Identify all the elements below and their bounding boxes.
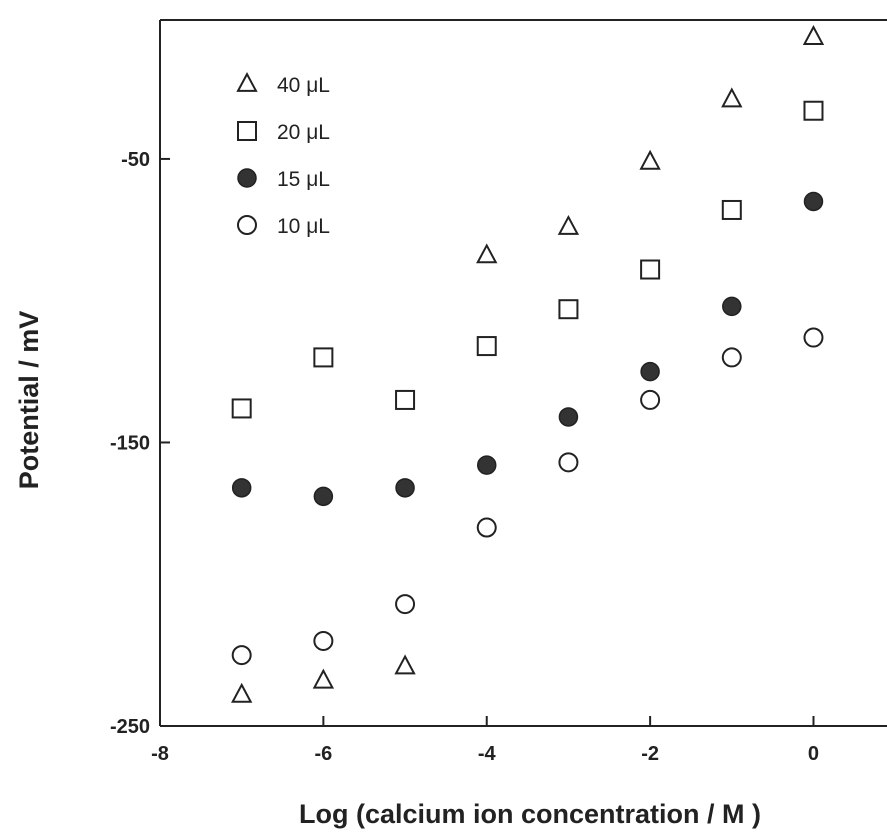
legend-label: 10 μL	[277, 215, 330, 238]
data-point	[803, 327, 824, 348]
data-point	[721, 347, 742, 368]
data-point	[721, 199, 742, 220]
y-tick-label: -50	[121, 149, 150, 171]
legend-marker	[237, 121, 257, 141]
data-point	[313, 347, 334, 368]
x-tick-label: -4	[478, 743, 497, 765]
data-point	[557, 214, 580, 235]
data-point	[476, 455, 497, 475]
data-point	[313, 486, 334, 507]
x-axis-title: Log (calcium ion concentration / M )	[299, 799, 761, 829]
data-point	[231, 398, 252, 419]
x-tick-label: -6	[314, 743, 332, 765]
data-point	[640, 259, 661, 280]
data-points	[231, 24, 825, 703]
x-tick-label: 0	[808, 743, 819, 765]
data-point	[639, 149, 661, 170]
data-point	[558, 299, 579, 320]
data-point	[558, 452, 579, 473]
legend-label: 40 μL	[277, 74, 330, 97]
x-axis: -8 -6 -4 -2 0	[151, 716, 819, 765]
x-tick-label: -2	[641, 743, 659, 765]
data-point	[722, 296, 742, 317]
data-point	[312, 668, 335, 689]
legend: 40 μL 20 μL 15 μL 10 μL	[236, 71, 330, 238]
data-point	[394, 654, 416, 675]
y-axis-title: Potential / mV	[14, 311, 44, 490]
data-point	[721, 87, 743, 108]
y-axis: -50 -150 -250	[110, 149, 170, 738]
plot-frame	[159, 19, 887, 727]
data-point	[313, 630, 334, 651]
data-point	[476, 517, 497, 538]
data-point	[803, 191, 824, 212]
data-point	[395, 389, 416, 410]
data-point	[395, 478, 415, 498]
data-point	[802, 24, 825, 45]
data-point	[640, 361, 660, 382]
legend-marker	[236, 71, 258, 92]
data-point	[231, 645, 252, 666]
data-point	[231, 682, 253, 703]
data-point	[640, 389, 661, 410]
data-point	[231, 478, 252, 498]
legend-label: 15 μL	[277, 168, 330, 191]
data-point	[395, 594, 416, 615]
legend-marker	[237, 168, 257, 188]
data-point	[476, 336, 497, 357]
y-tick-label: -150	[110, 432, 150, 454]
data-point	[558, 407, 579, 427]
data-point	[476, 243, 498, 264]
legend-marker	[237, 215, 257, 235]
data-point	[803, 100, 824, 121]
legend-label: 20 μL	[277, 121, 330, 144]
y-tick-label: -250	[110, 716, 150, 738]
x-tick-label: -8	[151, 743, 169, 765]
